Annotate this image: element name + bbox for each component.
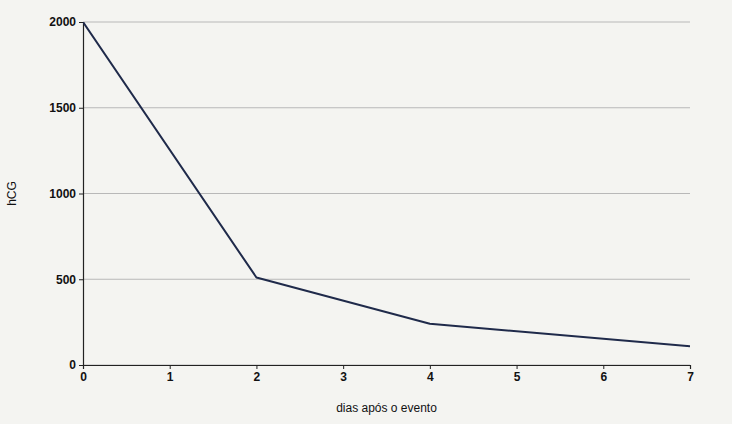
tick-mark [343,365,344,369]
tick: 5 [514,365,521,384]
y-axis: 0 500 1000 1500 2000 [49,15,83,372]
tick: 1000 [49,187,83,201]
tick-label: 1000 [49,187,76,201]
tick-label: 7 [687,370,694,384]
tick: 7 [687,365,694,384]
tick-label: 4 [427,370,434,384]
tick-mark [83,365,84,369]
tick-label: 0 [80,370,87,384]
tick-mark [170,365,171,369]
axis-line [79,23,84,366]
tick-label: 2 [254,370,261,384]
plot: 0 500 1000 1500 2000 0 1 2 3 4 5 6 7 [49,15,694,383]
tick-mark [79,279,83,280]
tick-label: 500 [56,273,76,287]
tick-mark [79,194,83,195]
tick: 2000 [49,15,83,29]
grid-line [83,22,690,23]
tick-mark [430,365,431,369]
line [83,22,690,346]
tick: 0 [80,365,87,384]
tick-label: 1 [167,370,174,384]
grid-line [83,279,690,280]
grid-line [83,107,690,108]
x-axis: 0 1 2 3 4 5 6 7 [80,365,694,384]
tick-label: 3 [340,370,347,384]
axis-line [84,366,691,370]
grid [83,22,690,365]
tick: 500 [56,273,83,287]
tick-label: 6 [600,370,607,384]
tick-mark [690,365,691,369]
tick-mark [79,108,83,109]
marks [83,22,690,346]
tick-label: 5 [514,370,521,384]
tick-mark [79,22,83,23]
y-axis-title: hCG [5,181,19,206]
tick: 1500 [49,101,83,115]
grid-line [83,193,690,194]
chart: 0 500 1000 1500 2000 0 1 2 3 4 5 6 7 dias após o even… [0,0,732,424]
tick-mark [79,365,83,366]
tick: 1 [167,365,174,384]
tick-label: 1500 [49,101,76,115]
tick: 6 [600,365,607,384]
tick: 3 [340,365,347,384]
tick-label: 0 [69,358,76,372]
tick-mark [256,365,257,369]
tick-mark [517,365,518,369]
tick: 2 [254,365,261,384]
x-axis-title: dias após o evento [336,401,437,415]
tick-label: 2000 [49,15,76,29]
tick: 4 [427,365,434,384]
tick-mark [603,365,604,369]
